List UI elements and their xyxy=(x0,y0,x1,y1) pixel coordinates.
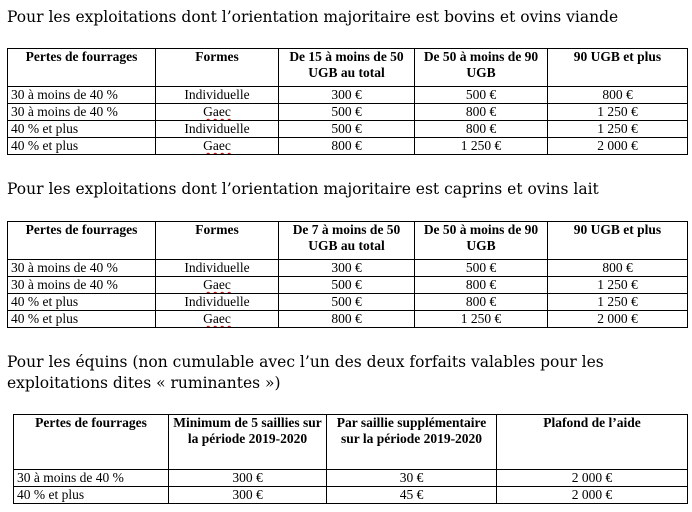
table-cell: 1 250 € xyxy=(547,276,688,294)
column-header: Pertes de fourrages xyxy=(13,414,169,470)
table-equins: Pertes de fourrages Minimum de 5 saillie… xyxy=(13,414,688,504)
table-cell: 1 250 € xyxy=(414,137,548,155)
table-cell: Gaec xyxy=(155,310,279,328)
gaec-label: Gaec xyxy=(203,277,231,293)
column-header: Plafond de l’aide xyxy=(496,414,688,470)
table-cell: 40 % et plus xyxy=(7,293,156,311)
column-header: De 50 à moins de 90 UGB xyxy=(414,48,548,87)
table-cell: Gaec xyxy=(155,103,279,121)
table-cell: 2 000 € xyxy=(547,310,688,328)
column-header: 90 UGB et plus xyxy=(547,221,688,260)
table-cell: 300 € xyxy=(168,486,327,504)
table-cell: 30 € xyxy=(326,469,497,487)
table-row: 30 à moins de 40 % 300 € 30 € 2 000 € xyxy=(13,469,688,487)
table-cell: 30 à moins de 40 % xyxy=(7,276,156,294)
table-row: 40 % et plus Individuelle 500 € 800 € 1 … xyxy=(7,120,688,138)
table-row: 30 à moins de 40 % Individuelle 300 € 50… xyxy=(7,86,688,104)
column-header: De 7 à moins de 50 UGB au total xyxy=(278,221,415,260)
table-cell: 40 % et plus xyxy=(7,137,156,155)
table-header-row: Pertes de fourrages Minimum de 5 saillie… xyxy=(13,414,688,470)
table-cell: 500 € xyxy=(278,276,415,294)
table-cell: 500 € xyxy=(278,120,415,138)
table-cell: 1 250 € xyxy=(547,103,688,121)
table-cell: 45 € xyxy=(326,486,497,504)
section-heading-equins: Pour les équins (non cumulable avec l’un… xyxy=(7,353,604,392)
table-cell: 500 € xyxy=(278,103,415,121)
gaec-label: Gaec xyxy=(203,104,231,120)
table-cell: 300 € xyxy=(278,259,415,277)
column-header: 90 UGB et plus xyxy=(547,48,688,87)
table-header-row: Pertes de fourrages Formes De 7 à moins … xyxy=(7,221,688,260)
table-cell: 800 € xyxy=(547,259,688,277)
column-header: Par saillie supplémentaire sur la périod… xyxy=(326,414,497,470)
table-header-row: Pertes de fourrages Formes De 15 à moins… xyxy=(7,48,688,87)
column-header: De 50 à moins de 90 UGB xyxy=(414,221,548,260)
table-cell: Individuelle xyxy=(155,120,279,138)
table-cell: 40 % et plus xyxy=(13,486,169,504)
table-cell: 2 000 € xyxy=(547,137,688,155)
table-cell: 500 € xyxy=(278,293,415,311)
column-header: Minimum de 5 saillies sur la période 201… xyxy=(168,414,327,470)
table-cell: 30 à moins de 40 % xyxy=(7,103,156,121)
section-heading-bovins: Pour les exploitations dont l’orientatio… xyxy=(7,8,619,26)
table-cell: 800 € xyxy=(278,137,415,155)
table-cell: 1 250 € xyxy=(547,293,688,311)
table-cell: 30 à moins de 40 % xyxy=(7,86,156,104)
column-header: De 15 à moins de 50 UGB au total xyxy=(278,48,415,87)
table-cell: Individuelle xyxy=(155,293,279,311)
table-cell: 800 € xyxy=(278,310,415,328)
table-cell: 500 € xyxy=(414,259,548,277)
table-cell: 40 % et plus xyxy=(7,120,156,138)
table-cell: 300 € xyxy=(278,86,415,104)
table-cell: Gaec xyxy=(155,276,279,294)
table-cell: 40 % et plus xyxy=(7,310,156,328)
table-cell: 30 à moins de 40 % xyxy=(7,259,156,277)
table-row: 30 à moins de 40 % Gaec 500 € 800 € 1 25… xyxy=(7,103,688,121)
column-header: Pertes de fourrages xyxy=(7,48,156,87)
table-row: 30 à moins de 40 % Gaec 500 € 800 € 1 25… xyxy=(7,276,688,294)
table-cell: 800 € xyxy=(414,120,548,138)
table-bovins: Pertes de fourrages Formes De 15 à moins… xyxy=(7,48,688,155)
table-row: 40 % et plus Gaec 800 € 1 250 € 2 000 € xyxy=(7,310,688,328)
table-row: 30 à moins de 40 % Individuelle 300 € 50… xyxy=(7,259,688,277)
table-cell: 1 250 € xyxy=(414,310,548,328)
gaec-label: Gaec xyxy=(203,138,231,154)
table-cell: Individuelle xyxy=(155,259,279,277)
table-cell: 800 € xyxy=(414,276,548,294)
table-cell: 800 € xyxy=(414,293,548,311)
column-header: Formes xyxy=(155,221,279,260)
table-cell: 300 € xyxy=(168,469,327,487)
section-heading-caprins: Pour les exploitations dont l’orientatio… xyxy=(7,180,599,198)
table-cell: 30 à moins de 40 % xyxy=(13,469,169,487)
table-cell: 800 € xyxy=(414,103,548,121)
column-header: Pertes de fourrages xyxy=(7,221,156,260)
gaec-label: Gaec xyxy=(203,311,231,327)
table-row: 40 % et plus Gaec 800 € 1 250 € 2 000 € xyxy=(7,137,688,155)
table-cell: 1 250 € xyxy=(547,120,688,138)
table-caprins: Pertes de fourrages Formes De 7 à moins … xyxy=(7,221,688,328)
table-cell: Gaec xyxy=(155,137,279,155)
table-row: 40 % et plus 300 € 45 € 2 000 € xyxy=(13,486,688,504)
table-row: 40 % et plus Individuelle 500 € 800 € 1 … xyxy=(7,293,688,311)
column-header: Formes xyxy=(155,48,279,87)
table-cell: 500 € xyxy=(414,86,548,104)
table-cell: 2 000 € xyxy=(496,469,688,487)
table-cell: 2 000 € xyxy=(496,486,688,504)
table-cell: Individuelle xyxy=(155,86,279,104)
table-cell: 800 € xyxy=(547,86,688,104)
